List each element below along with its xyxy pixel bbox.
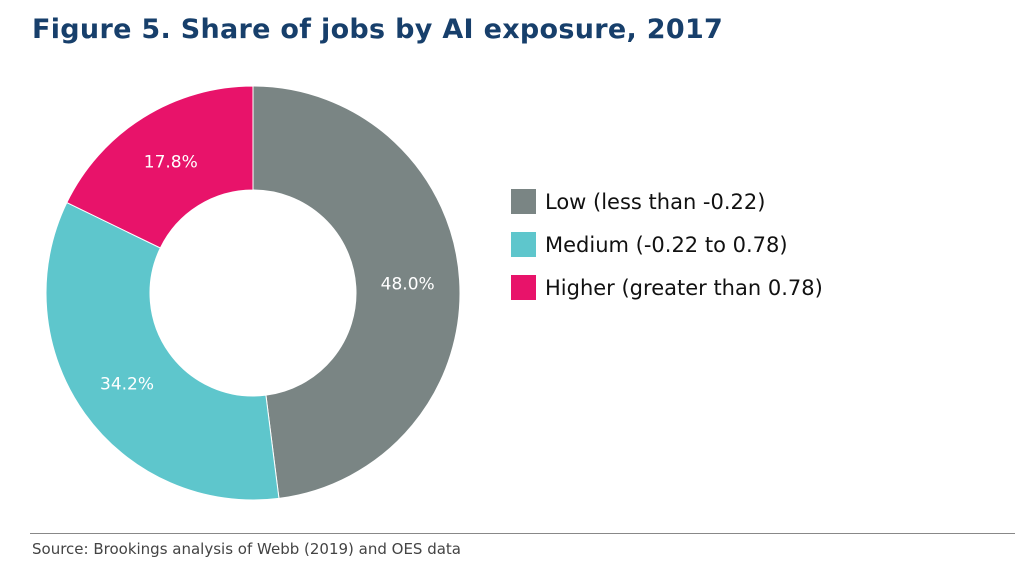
- legend-label: Higher (greater than 0.78): [545, 275, 823, 300]
- source-note: Source: Brookings analysis of Webb (2019…: [32, 540, 462, 558]
- legend-item-higher: Higher (greater than 0.78): [511, 266, 823, 309]
- legend-label: Low (less than -0.22): [545, 189, 766, 214]
- data-label-low: 48.0%: [381, 274, 435, 294]
- legend-swatch-higher: [511, 275, 536, 300]
- donut-slice-low: [252, 85, 461, 499]
- legend-item-low: Low (less than -0.22): [511, 180, 823, 223]
- legend-swatch-medium: [511, 232, 536, 257]
- legend-swatch-low: [511, 189, 536, 214]
- legend-item-medium: Medium (-0.22 to 0.78): [511, 223, 823, 266]
- legend-label: Medium (-0.22 to 0.78): [545, 232, 788, 257]
- data-label-higher: 17.8%: [144, 153, 198, 173]
- donut-slice-medium: [45, 201, 280, 501]
- legend: Low (less than -0.22) Medium (-0.22 to 0…: [511, 180, 823, 309]
- divider: [30, 533, 1015, 534]
- chart-title: Figure 5. Share of jobs by AI exposure, …: [32, 14, 724, 45]
- donut-slice-higher: [66, 85, 254, 249]
- data-label-medium: 34.2%: [100, 374, 154, 394]
